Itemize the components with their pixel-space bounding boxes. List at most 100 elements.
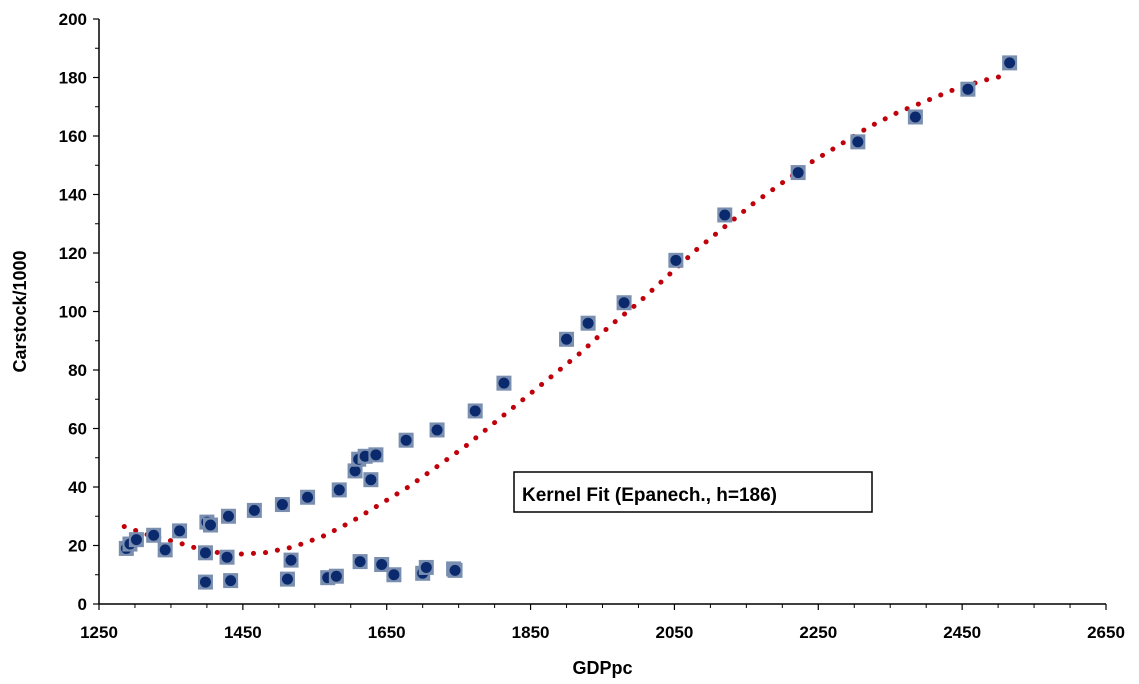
y-tick-label: 100: [59, 303, 87, 322]
data-point-dot: [449, 564, 461, 576]
data-point: [202, 517, 218, 533]
data-point: [328, 568, 344, 584]
data-point: [616, 295, 632, 311]
x-tick-label: 2050: [656, 623, 694, 642]
data-point: [347, 463, 363, 479]
data-point: [398, 432, 414, 448]
data-point-dot: [359, 450, 371, 462]
data-point-dot: [469, 405, 481, 417]
data-point: [850, 134, 866, 150]
data-point: [223, 573, 239, 589]
data-point-dot: [221, 551, 233, 563]
data-point-dot: [719, 209, 731, 221]
data-point-dot: [376, 559, 388, 571]
axes: 0 20 40 60 80 100 120 140 160 180 200 1250 1450 1650 1…: [59, 10, 1125, 642]
x-axis-title: GDPpc: [572, 658, 632, 678]
data-point-dot: [561, 333, 573, 345]
data-point: [283, 552, 299, 568]
kernel-fit-curve: [121, 72, 1012, 557]
kernel-fit-line: [121, 72, 1012, 557]
data-point-dot: [792, 167, 804, 179]
data-point-dot: [302, 491, 314, 503]
data-point-dot: [276, 499, 288, 511]
data-point: [363, 472, 379, 488]
data-point: [279, 571, 295, 587]
data-point: [374, 557, 390, 573]
data-point-dot: [498, 377, 510, 389]
data-point: [960, 81, 976, 97]
data-point: [146, 527, 162, 543]
data-point-dot: [400, 434, 412, 446]
data-point: [157, 542, 173, 558]
data-point: [219, 549, 235, 565]
y-tick-label: 20: [68, 537, 87, 556]
x-tick-label: 2450: [943, 623, 981, 642]
data-point-dot: [330, 570, 342, 582]
data-point: [274, 497, 290, 513]
y-tick-label: 200: [59, 10, 87, 29]
y-tick-label: 40: [68, 478, 87, 497]
data-point-dot: [420, 561, 432, 573]
data-point: [128, 532, 144, 548]
data-point: [368, 447, 384, 463]
data-point-dot: [618, 297, 630, 309]
data-point-dot: [222, 510, 234, 522]
data-point-dot: [174, 525, 186, 537]
data-point-dot: [670, 254, 682, 266]
data-point: [447, 562, 463, 578]
data-point-dot: [148, 529, 160, 541]
data-point: [300, 489, 316, 505]
y-tick-label: 120: [59, 244, 87, 263]
annotation-box: [513, 471, 873, 513]
x-tick-label: 1850: [512, 623, 550, 642]
data-point-dot: [204, 519, 216, 531]
data-point: [386, 567, 402, 583]
data-point: [331, 482, 347, 498]
data-point-dot: [281, 573, 293, 585]
data-point: [197, 574, 213, 590]
data-point: [429, 422, 445, 438]
x-tick-label: 1650: [368, 623, 406, 642]
data-point-dot: [909, 111, 921, 123]
x-tick-label: 1450: [224, 623, 262, 642]
y-tick-label: 80: [68, 361, 87, 380]
data-point-dot: [333, 484, 345, 496]
data-point: [559, 331, 575, 347]
data-point: [668, 252, 684, 268]
data-point: [790, 165, 806, 181]
data-point-dot: [225, 575, 237, 587]
data-point: [907, 109, 923, 125]
data-point-dot: [365, 474, 377, 486]
data-point: [467, 403, 483, 419]
data-point-dot: [431, 424, 443, 436]
data-point: [352, 554, 368, 570]
data-point-dot: [199, 576, 211, 588]
y-tick-label: 140: [59, 186, 87, 205]
data-point-dot: [285, 554, 297, 566]
x-tick-label: 2250: [799, 623, 837, 642]
annotation: Kernel Fit (Epanech., h=186): [513, 471, 873, 513]
data-point-dot: [852, 136, 864, 148]
data-point: [1002, 55, 1018, 71]
data-point-dot: [130, 534, 142, 546]
y-axis-title: Carstock/1000: [10, 250, 30, 372]
data-point-dot: [962, 83, 974, 95]
y-tick-label: 60: [68, 420, 87, 439]
annotation-text: Kernel Fit (Epanech., h=186): [522, 485, 777, 506]
data-point: [220, 508, 236, 524]
y-tick-label: 0: [78, 595, 87, 614]
data-point-dot: [582, 317, 594, 329]
data-point-dot: [248, 504, 260, 516]
data-point: [418, 559, 434, 575]
data-point: [580, 315, 596, 331]
data-point-dot: [349, 465, 361, 477]
data-point: [246, 502, 262, 518]
data-point-dot: [1004, 57, 1016, 69]
data-point: [197, 545, 213, 561]
data-point-dot: [199, 547, 211, 559]
data-point-dot: [354, 556, 366, 568]
data-point-dot: [159, 544, 171, 556]
data-point: [496, 375, 512, 391]
data-point-dot: [388, 569, 400, 581]
